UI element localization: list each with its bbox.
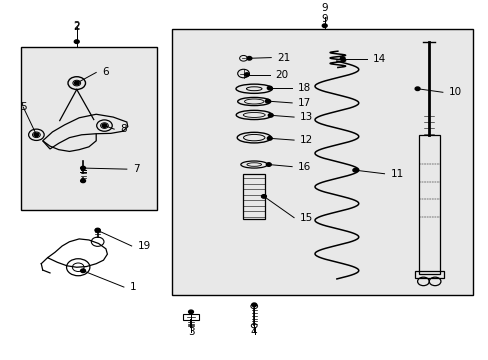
Bar bbox=[171, 29, 472, 295]
Circle shape bbox=[244, 73, 249, 76]
Circle shape bbox=[414, 87, 419, 90]
Text: 5: 5 bbox=[20, 102, 26, 112]
Text: 21: 21 bbox=[277, 53, 290, 63]
Text: 1: 1 bbox=[129, 282, 136, 292]
Circle shape bbox=[32, 132, 40, 138]
Text: 11: 11 bbox=[389, 169, 403, 179]
Bar bbox=[414, 271, 443, 278]
Circle shape bbox=[267, 136, 272, 140]
Circle shape bbox=[95, 229, 100, 232]
Text: 8: 8 bbox=[120, 124, 126, 134]
Text: 2: 2 bbox=[73, 21, 80, 31]
Text: 9: 9 bbox=[321, 14, 327, 24]
Text: 3: 3 bbox=[187, 327, 194, 337]
Bar bbox=[243, 175, 265, 219]
Circle shape bbox=[188, 310, 193, 314]
Text: 9: 9 bbox=[321, 3, 327, 13]
Circle shape bbox=[34, 133, 39, 136]
Circle shape bbox=[102, 124, 107, 127]
Text: 6: 6 bbox=[102, 67, 108, 77]
Circle shape bbox=[74, 81, 79, 85]
Circle shape bbox=[268, 113, 273, 117]
Text: 14: 14 bbox=[372, 54, 386, 64]
Bar bbox=[21, 47, 157, 210]
Text: 4: 4 bbox=[250, 327, 257, 337]
Text: 17: 17 bbox=[297, 98, 310, 108]
Bar bbox=[418, 135, 439, 274]
Text: 18: 18 bbox=[297, 83, 310, 93]
Circle shape bbox=[101, 123, 108, 129]
Circle shape bbox=[246, 57, 251, 60]
Circle shape bbox=[81, 179, 85, 183]
Text: 2: 2 bbox=[73, 22, 80, 32]
Circle shape bbox=[81, 166, 85, 170]
Bar bbox=[183, 314, 199, 320]
Circle shape bbox=[266, 163, 271, 166]
Circle shape bbox=[261, 195, 266, 198]
Circle shape bbox=[267, 86, 272, 90]
Text: 16: 16 bbox=[297, 162, 310, 172]
Text: 13: 13 bbox=[299, 112, 312, 122]
Text: 10: 10 bbox=[448, 87, 461, 97]
Circle shape bbox=[95, 228, 100, 232]
Circle shape bbox=[352, 168, 357, 172]
Circle shape bbox=[340, 57, 345, 60]
Circle shape bbox=[322, 24, 326, 27]
Circle shape bbox=[81, 269, 85, 273]
Circle shape bbox=[74, 40, 79, 44]
Circle shape bbox=[265, 99, 270, 103]
Text: 12: 12 bbox=[299, 135, 312, 145]
Text: 15: 15 bbox=[299, 213, 312, 222]
Text: 20: 20 bbox=[275, 69, 288, 80]
Circle shape bbox=[251, 303, 256, 307]
Text: 7: 7 bbox=[132, 164, 139, 174]
Text: 19: 19 bbox=[137, 241, 150, 251]
